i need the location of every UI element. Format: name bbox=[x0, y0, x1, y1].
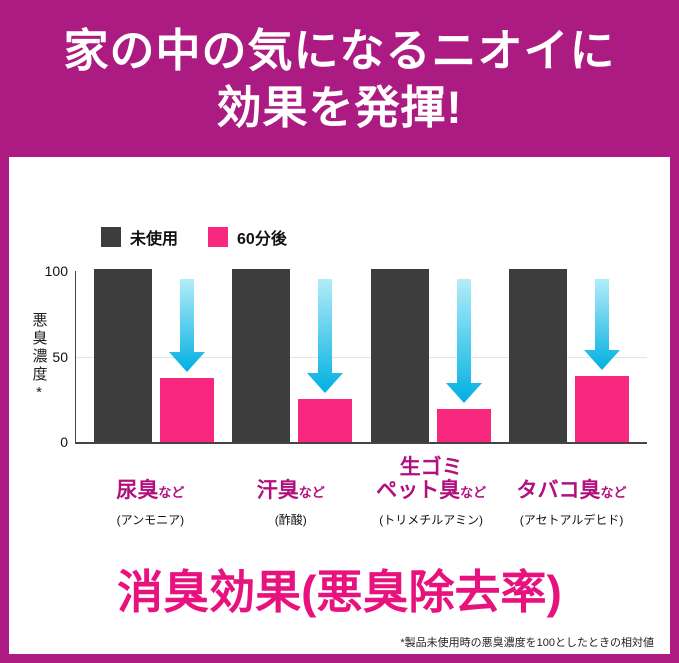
legend-label-after60min: 60分後 bbox=[237, 231, 287, 248]
bar-after60min bbox=[298, 399, 353, 442]
y-tick-50: 50 bbox=[52, 348, 68, 365]
legend-label-unused: 未使用 bbox=[130, 231, 179, 248]
legend-swatch-unused bbox=[101, 227, 121, 247]
chart-legend: 未使用 60分後 bbox=[101, 225, 670, 249]
category-substance: (酢酸) bbox=[274, 513, 307, 527]
category-substance: (アセトアルデヒド) bbox=[519, 513, 624, 527]
category-suffix: など bbox=[600, 485, 627, 500]
category-text: 生ゴミ bbox=[399, 456, 463, 479]
category-garbage-pet: 生ゴミ ペット臭など (トリメチルアミン) bbox=[366, 456, 496, 528]
category-labels-row: 尿臭など (アンモニア) 汗臭など (酢酸) 生ゴミ ペット臭など (トリメチル… bbox=[75, 456, 647, 528]
down-arrow-icon bbox=[445, 279, 482, 403]
legend-swatch-after60min bbox=[208, 227, 229, 247]
bar-group-tobacco bbox=[508, 269, 629, 442]
category-name: 汗臭など bbox=[226, 456, 356, 504]
category-text: ペット臭 bbox=[376, 479, 461, 502]
category-urine: 尿臭など (アンモニア) bbox=[85, 456, 215, 528]
category-substance: (トリメチルアミン) bbox=[379, 513, 484, 527]
category-text: 尿臭 bbox=[116, 479, 159, 502]
bar-unused bbox=[370, 269, 429, 442]
down-arrow-icon bbox=[583, 279, 620, 370]
footnote: *製品未使用時の悪臭濃度を100としたときの相対値 bbox=[400, 637, 654, 649]
chart-row: 悪臭濃度* 100 50 0 bbox=[9, 263, 670, 450]
deodorizing-effect-title: 消臭効果(悪臭除去率) bbox=[117, 566, 562, 618]
banner-title-line-2: 効果を発揮! bbox=[216, 82, 463, 133]
bar-group-urine bbox=[94, 269, 215, 442]
bar-unused bbox=[94, 269, 153, 442]
plot-area: 100 50 0 bbox=[45, 263, 647, 450]
y-tick-0: 0 bbox=[60, 434, 68, 450]
down-arrow-icon bbox=[307, 279, 344, 393]
bar-after60min bbox=[160, 378, 215, 442]
category-text: タバコ臭 bbox=[516, 479, 601, 502]
bar-unused bbox=[508, 269, 567, 442]
category-sweat: 汗臭など (酢酸) bbox=[226, 456, 356, 528]
header-banner: 家の中の気になるニオイに 効果を発揮! bbox=[9, 9, 670, 157]
category-suffix: など bbox=[158, 485, 185, 500]
y-axis-label: 悪臭濃度* bbox=[30, 311, 48, 404]
gridline-50 bbox=[76, 356, 647, 358]
category-substance: (アンモニア) bbox=[116, 513, 185, 527]
bar-after60min bbox=[574, 376, 629, 442]
down-arrow-icon bbox=[169, 279, 206, 372]
category-suffix: など bbox=[460, 485, 487, 500]
bar-group-sweat bbox=[232, 269, 353, 442]
banner-title-line-1: 家の中の気になるニオイに bbox=[63, 25, 616, 76]
category-tobacco: タバコ臭など (アセトアルデヒド) bbox=[507, 456, 637, 528]
bar-after60min bbox=[436, 409, 491, 442]
category-name: 尿臭など bbox=[85, 456, 215, 504]
category-suffix: など bbox=[298, 485, 325, 500]
category-name: タバコ臭など bbox=[507, 456, 637, 504]
category-text: 汗臭 bbox=[256, 479, 299, 502]
y-tick-100: 100 bbox=[44, 263, 68, 279]
bar-unused bbox=[232, 269, 291, 442]
bar-group-garbage-pet bbox=[370, 269, 491, 442]
category-name: 生ゴミ ペット臭など bbox=[366, 456, 496, 504]
